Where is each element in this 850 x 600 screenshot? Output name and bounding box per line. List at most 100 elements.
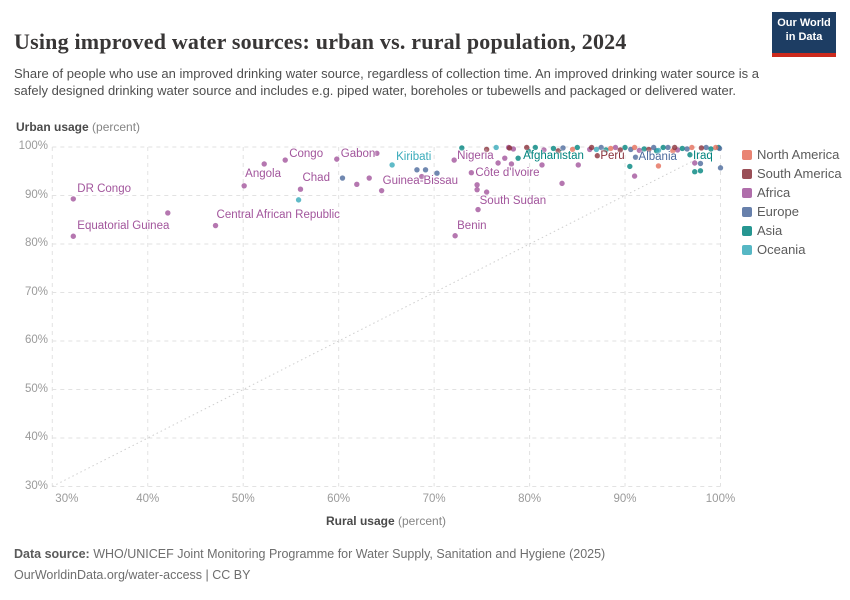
data-point[interactable] bbox=[165, 210, 171, 216]
data-point-albania[interactable] bbox=[632, 154, 639, 160]
data-point-angola[interactable] bbox=[241, 183, 247, 189]
data-point[interactable] bbox=[524, 144, 530, 151]
data-point[interactable] bbox=[598, 144, 604, 151]
data-point[interactable] bbox=[459, 145, 465, 151]
footer-url-link[interactable]: OurWorldinData.org/water-access bbox=[14, 568, 203, 582]
data-point-benin[interactable] bbox=[452, 233, 458, 239]
data-point[interactable] bbox=[697, 168, 704, 174]
country-label-gabon[interactable]: Gabon bbox=[340, 148, 376, 161]
country-label-c-te-d-ivoire[interactable]: Côte d'Ivoire bbox=[475, 166, 540, 179]
data-point[interactable] bbox=[559, 180, 565, 187]
data-point[interactable] bbox=[495, 160, 501, 166]
country-label-central-african-republic[interactable]: Central African Republic bbox=[216, 208, 340, 221]
data-point[interactable] bbox=[646, 146, 652, 153]
data-point[interactable] bbox=[339, 175, 346, 181]
country-label-iraq[interactable]: Iraq bbox=[692, 149, 713, 162]
data-point[interactable] bbox=[697, 160, 704, 167]
data-point[interactable] bbox=[532, 144, 539, 151]
data-point-afghanistan[interactable] bbox=[515, 155, 521, 161]
data-point[interactable] bbox=[631, 173, 638, 179]
country-label-dr-congo[interactable]: DR Congo bbox=[77, 182, 131, 195]
data-point[interactable] bbox=[569, 146, 576, 153]
data-point[interactable] bbox=[483, 146, 490, 153]
data-point-c-te-d-ivoire[interactable] bbox=[468, 170, 475, 176]
data-point[interactable] bbox=[539, 162, 545, 168]
data-point[interactable] bbox=[627, 163, 633, 170]
data-point[interactable] bbox=[574, 144, 581, 151]
data-point[interactable] bbox=[703, 144, 709, 151]
data-point[interactable] bbox=[493, 144, 499, 151]
data-point[interactable] bbox=[717, 165, 724, 171]
data-point[interactable] bbox=[434, 170, 440, 176]
data-point-kiribati[interactable] bbox=[389, 162, 395, 168]
country-label-angola[interactable]: Angola bbox=[245, 167, 281, 180]
data-point[interactable] bbox=[541, 147, 547, 153]
data-point[interactable] bbox=[550, 145, 557, 152]
country-label-albania[interactable]: Albania bbox=[638, 151, 677, 164]
data-point[interactable] bbox=[671, 144, 678, 151]
data-point[interactable] bbox=[475, 206, 481, 213]
data-point[interactable] bbox=[692, 160, 698, 166]
data-point[interactable] bbox=[366, 175, 372, 181]
data-point[interactable] bbox=[622, 144, 628, 151]
data-point[interactable] bbox=[655, 147, 662, 154]
data-point[interactable] bbox=[588, 144, 595, 151]
data-point[interactable] bbox=[593, 146, 600, 153]
data-point-guinea-bissau[interactable] bbox=[378, 187, 385, 194]
data-point[interactable] bbox=[374, 150, 380, 157]
data-point-peru[interactable] bbox=[594, 153, 601, 159]
country-label-kiribati[interactable]: Kiribati bbox=[396, 150, 432, 163]
data-point[interactable] bbox=[708, 146, 714, 152]
legend-item-oceania[interactable]: Oceania bbox=[742, 240, 842, 259]
data-point[interactable] bbox=[474, 186, 480, 193]
owid-logo[interactable]: Our World in Data bbox=[772, 12, 836, 57]
data-point[interactable] bbox=[474, 182, 480, 188]
data-point-iraq[interactable] bbox=[687, 152, 693, 158]
data-point[interactable] bbox=[692, 169, 698, 175]
country-label-south-sudan[interactable]: South Sudan bbox=[479, 195, 547, 208]
data-point[interactable] bbox=[650, 144, 657, 151]
data-point[interactable] bbox=[698, 145, 705, 151]
data-point[interactable] bbox=[679, 145, 686, 152]
data-point[interactable] bbox=[612, 144, 619, 151]
data-point[interactable] bbox=[508, 161, 515, 167]
data-point[interactable] bbox=[636, 147, 643, 154]
data-point[interactable] bbox=[422, 167, 429, 173]
data-point-central-african-republic[interactable] bbox=[212, 222, 219, 229]
country-label-peru[interactable]: Peru bbox=[600, 149, 625, 162]
data-point[interactable] bbox=[555, 148, 561, 154]
data-point[interactable] bbox=[261, 161, 267, 167]
data-point[interactable] bbox=[689, 144, 695, 151]
data-point[interactable] bbox=[655, 163, 662, 169]
data-point-south-sudan[interactable] bbox=[483, 189, 490, 195]
legend-item-europe[interactable]: Europe bbox=[742, 202, 842, 221]
country-label-guinea-bissau[interactable]: Guinea-Bissau bbox=[382, 174, 459, 187]
data-point[interactable] bbox=[660, 144, 666, 151]
country-label-chad[interactable]: Chad bbox=[302, 172, 330, 185]
country-label-equatorial-guinea[interactable]: Equatorial Guinea bbox=[77, 220, 170, 233]
legend-item-south-america[interactable]: South America bbox=[742, 164, 842, 183]
data-point[interactable] bbox=[603, 147, 609, 153]
data-point[interactable] bbox=[419, 173, 425, 180]
data-point[interactable] bbox=[575, 162, 581, 168]
data-point[interactable] bbox=[713, 144, 719, 151]
data-point-gabon[interactable] bbox=[334, 156, 340, 162]
country-label-congo[interactable]: Congo bbox=[289, 148, 324, 161]
data-point-chad[interactable] bbox=[297, 186, 304, 192]
data-point[interactable] bbox=[295, 197, 302, 203]
data-point[interactable] bbox=[414, 167, 420, 173]
legend-item-north-america[interactable]: North America bbox=[742, 145, 842, 164]
data-point[interactable] bbox=[631, 144, 638, 151]
data-point[interactable] bbox=[506, 145, 513, 151]
data-point[interactable] bbox=[560, 145, 566, 151]
data-point[interactable] bbox=[684, 146, 690, 152]
data-point[interactable] bbox=[354, 181, 360, 188]
data-point[interactable] bbox=[502, 155, 508, 161]
data-point-dr-congo[interactable] bbox=[70, 196, 77, 202]
legend-item-asia[interactable]: Asia bbox=[742, 221, 842, 240]
data-point-nigeria[interactable] bbox=[451, 157, 457, 163]
data-point[interactable] bbox=[641, 146, 647, 152]
data-point[interactable] bbox=[617, 147, 623, 153]
country-label-benin[interactable]: Benin bbox=[457, 219, 487, 232]
legend-item-africa[interactable]: Africa bbox=[742, 183, 842, 202]
